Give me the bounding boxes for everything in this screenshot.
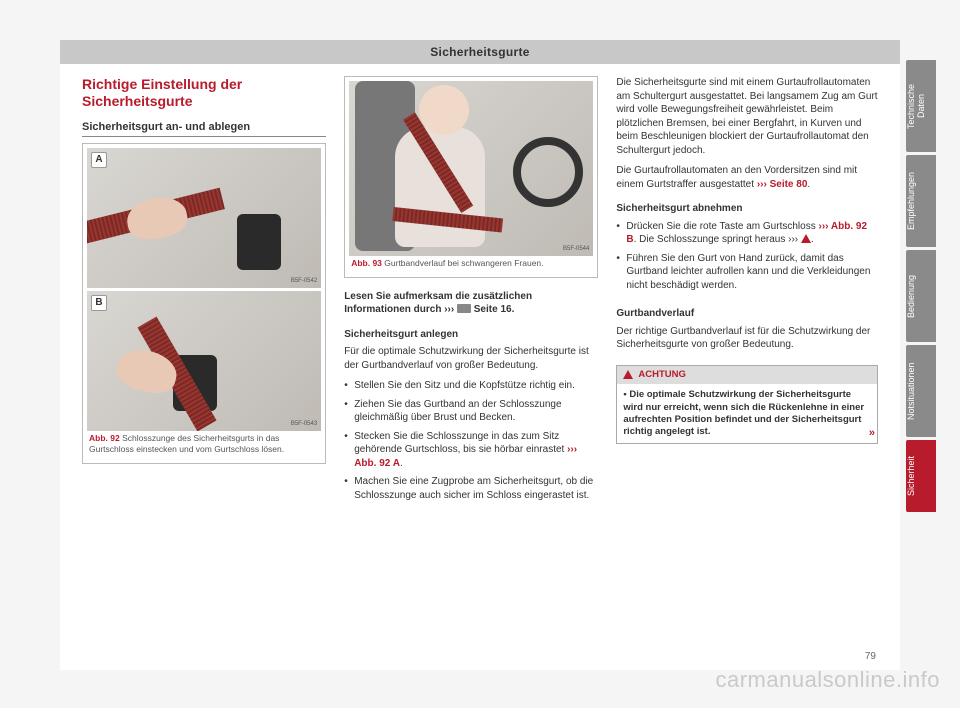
bullet-list: Drücken Sie die rote Taste am Gurtschlos… (616, 220, 878, 298)
warning-icon (801, 234, 811, 243)
list-item: Stecken Sie die Schlosszunge in das zum … (344, 430, 598, 471)
figure-label-b: B (91, 295, 107, 311)
list-item: Machen Sie eine Zugprobe am Sicherheitsg… (344, 475, 598, 502)
section-title: Richtige Einstellung der Sicherheitsgurt… (82, 76, 326, 110)
heading-verlauf: Gurtbandverlauf (616, 307, 878, 321)
bullet-list: Stellen Sie den Sitz und die Kopfstütze … (344, 379, 598, 507)
tab-notsituationen[interactable]: Notsituationen (906, 345, 936, 437)
figure-92a-image: A B5F-0542 (87, 148, 321, 288)
paragraph: Der richtige Gurtbandverlauf ist für die… (616, 325, 878, 352)
watermark: carmanualsonline.info (715, 667, 940, 693)
heading-abnehmen: Sicherheitsgurt abnehmen (616, 202, 878, 216)
tab-empfehlungen[interactable]: Empfehlungen (906, 155, 936, 247)
paragraph: Für die optimale Schutzwirkung der Siche… (344, 345, 598, 372)
warning-box: ACHTUNG • Die optimale Schutzwirkung der… (616, 365, 878, 444)
page-content: Richtige Einstellung der Sicherheitsgurt… (60, 64, 900, 670)
warning-label: ACHTUNG (638, 369, 686, 382)
manual-page: Sicherheitsgurte Richtige Einstellung de… (60, 40, 900, 670)
tab-bedienung[interactable]: Bedienung (906, 250, 936, 342)
section-tabs: Technische Daten Empfehlungen Bedienung … (906, 60, 936, 512)
figure-93: B5F-0544 Abb. 93 Gurtbandverlauf bei sch… (344, 76, 598, 278)
figure-label-a: A (91, 152, 107, 168)
list-item: Führen Sie den Gurt von Hand zurück, dam… (616, 252, 878, 293)
figure-93-caption: Abb. 93 Gurtbandverlauf bei schwangeren … (349, 258, 593, 273)
figure-92-caption: Abb. 92 Schlosszunge des Sicherheitsgurt… (87, 433, 321, 458)
figure-92b-image: B B5F-0543 (87, 291, 321, 431)
tab-sicherheit[interactable]: Sicherheit (906, 440, 936, 512)
subsection-title: Sicherheitsgurt an- und ablegen (82, 120, 326, 138)
list-item: Stellen Sie den Sitz und die Kopfstütze … (344, 379, 598, 393)
book-icon (457, 304, 471, 313)
warning-icon (623, 370, 633, 379)
page-number: 79 (865, 651, 876, 662)
tab-technische-daten[interactable]: Technische Daten (906, 60, 936, 152)
figure-code: B5F-0542 (291, 277, 317, 285)
paragraph: Die Gurtaufrollautomaten an den Vordersi… (616, 164, 878, 191)
list-item: Ziehen Sie das Gurtband an der Schlosszu… (344, 398, 598, 425)
figure-ref: Abb. 92 (89, 433, 120, 443)
paragraph: Die Sicherheitsgurte sind mit einem Gurt… (616, 76, 878, 157)
continuation-icon: » (869, 426, 873, 440)
figure-code: B5F-0544 (563, 245, 589, 253)
caption-text: Gurtbandverlauf bei schwangeren Frauen. (384, 258, 543, 268)
column-2: B5F-0544 Abb. 93 Gurtbandverlauf bei sch… (344, 76, 598, 662)
warning-box-header: ACHTUNG (617, 366, 877, 385)
warning-box-body: • Die optimale Schutzwirkung der Sicherh… (617, 384, 877, 442)
figure-code: B5F-0543 (291, 420, 317, 428)
column-1: Richtige Einstellung der Sicherheitsgurt… (82, 76, 326, 662)
page-cross-ref: ››› Seite 80 (757, 179, 808, 190)
figure-93-image: B5F-0544 (349, 81, 593, 256)
column-3: Die Sicherheitsgurte sind mit einem Gurt… (616, 76, 878, 662)
page-header: Sicherheitsgurte (60, 40, 900, 64)
figure-92: A B5F-0542 B B5F-0543 Abb. 92 Schlosszun… (82, 143, 326, 463)
list-item: Drücken Sie die rote Taste am Gurtschlos… (616, 220, 878, 247)
heading-anlegen: Sicherheitsgurt anlegen (344, 328, 598, 342)
figure-ref: Abb. 93 (351, 258, 382, 268)
lead-paragraph: Lesen Sie aufmerksam die zusätzlichen In… (344, 290, 598, 317)
